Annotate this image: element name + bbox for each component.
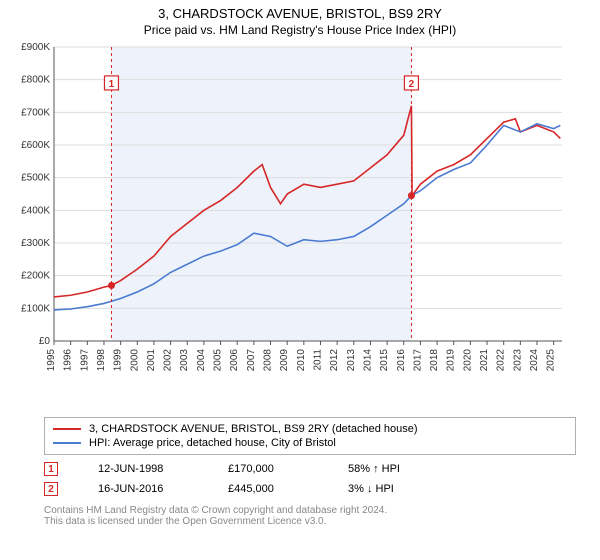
svg-text:2009: 2009 <box>279 349 290 372</box>
svg-text:2011: 2011 <box>312 349 323 371</box>
legend-label: 3, CHARDSTOCK AVENUE, BRISTOL, BS9 2RY (… <box>89 423 418 435</box>
svg-text:£100K: £100K <box>21 303 50 314</box>
svg-text:£800K: £800K <box>21 75 50 86</box>
svg-text:2002: 2002 <box>163 349 174 372</box>
footer-line: Contains HM Land Registry data © Crown c… <box>44 505 576 516</box>
legend-box: 3, CHARDSTOCK AVENUE, BRISTOL, BS9 2RY (… <box>44 417 576 455</box>
chart-container: 3, CHARDSTOCK AVENUE, BRISTOL, BS9 2RY P… <box>0 0 600 560</box>
marker-date: 16-JUN-2016 <box>98 483 188 495</box>
svg-text:£300K: £300K <box>21 238 50 249</box>
svg-text:2006: 2006 <box>229 349 240 372</box>
svg-text:1999: 1999 <box>113 349 124 372</box>
chart-title: 3, CHARDSTOCK AVENUE, BRISTOL, BS9 2RY <box>0 0 600 21</box>
marker-price: £170,000 <box>228 463 308 475</box>
svg-text:£500K: £500K <box>21 173 50 184</box>
svg-text:2018: 2018 <box>429 349 440 372</box>
svg-text:2023: 2023 <box>512 349 523 372</box>
marker-delta: 3% ↓ HPI <box>348 483 394 495</box>
svg-text:2: 2 <box>409 79 415 90</box>
marker-date: 12-JUN-1998 <box>98 463 188 475</box>
svg-text:1998: 1998 <box>96 349 107 372</box>
svg-text:£0: £0 <box>39 336 51 347</box>
svg-text:£900K: £900K <box>21 42 50 53</box>
legend-swatch <box>53 442 81 444</box>
svg-text:2008: 2008 <box>263 349 274 372</box>
svg-text:2021: 2021 <box>479 349 490 372</box>
svg-text:1: 1 <box>109 79 115 90</box>
svg-text:2007: 2007 <box>246 349 257 372</box>
marker-table: 1 12-JUN-1998 £170,000 58% ↑ HPI 2 16-JUN-201… <box>44 459 576 499</box>
marker-row: 1 12-JUN-1998 £170,000 58% ↑ HPI <box>44 459 576 479</box>
marker-row: 2 16-JUN-2016 £445,000 3% ↓ HPI <box>44 479 576 499</box>
svg-text:£200K: £200K <box>21 271 50 282</box>
chart-area: £0 £100K £200K £300K £400K £500K £600K £700K £80… <box>10 41 590 411</box>
svg-text:2019: 2019 <box>446 349 457 372</box>
svg-text:2001: 2001 <box>146 349 157 372</box>
svg-text:1995: 1995 <box>46 349 57 372</box>
legend-label: HPI: Average price, detached house, City… <box>89 437 336 449</box>
svg-text:2003: 2003 <box>179 349 190 372</box>
svg-text:2016: 2016 <box>396 349 407 372</box>
svg-text:2000: 2000 <box>129 349 140 372</box>
legend-row: 3, CHARDSTOCK AVENUE, BRISTOL, BS9 2RY (… <box>53 422 567 436</box>
svg-text:2024: 2024 <box>529 349 540 372</box>
svg-text:2013: 2013 <box>346 349 357 372</box>
legend-swatch <box>53 428 81 430</box>
footer-line: This data is licensed under the Open Gov… <box>44 516 576 527</box>
svg-text:2022: 2022 <box>496 349 507 372</box>
legend-row: HPI: Average price, detached house, City… <box>53 436 567 450</box>
svg-text:2015: 2015 <box>379 349 390 372</box>
svg-text:2010: 2010 <box>296 349 307 372</box>
chart-subtitle: Price paid vs. HM Land Registry's House … <box>0 21 600 41</box>
marker-price: £445,000 <box>228 483 308 495</box>
svg-text:2017: 2017 <box>412 349 423 372</box>
svg-text:1996: 1996 <box>63 349 74 372</box>
svg-text:£400K: £400K <box>21 205 50 216</box>
marker-id-box: 2 <box>44 482 58 496</box>
svg-text:2025: 2025 <box>546 349 557 372</box>
svg-text:1997: 1997 <box>79 349 90 372</box>
marker-delta: 58% ↑ HPI <box>348 463 400 475</box>
svg-text:2005: 2005 <box>213 349 224 372</box>
marker-id-box: 1 <box>44 462 58 476</box>
svg-text:2012: 2012 <box>329 349 340 372</box>
svg-text:2004: 2004 <box>196 349 207 372</box>
svg-text:£600K: £600K <box>21 140 50 151</box>
svg-text:£700K: £700K <box>21 107 50 118</box>
line-chart-svg: £0 £100K £200K £300K £400K £500K £600K £700K £80… <box>10 41 570 411</box>
footer-attribution: Contains HM Land Registry data © Crown c… <box>44 505 576 527</box>
svg-text:2020: 2020 <box>462 349 473 372</box>
svg-text:2014: 2014 <box>362 349 373 372</box>
